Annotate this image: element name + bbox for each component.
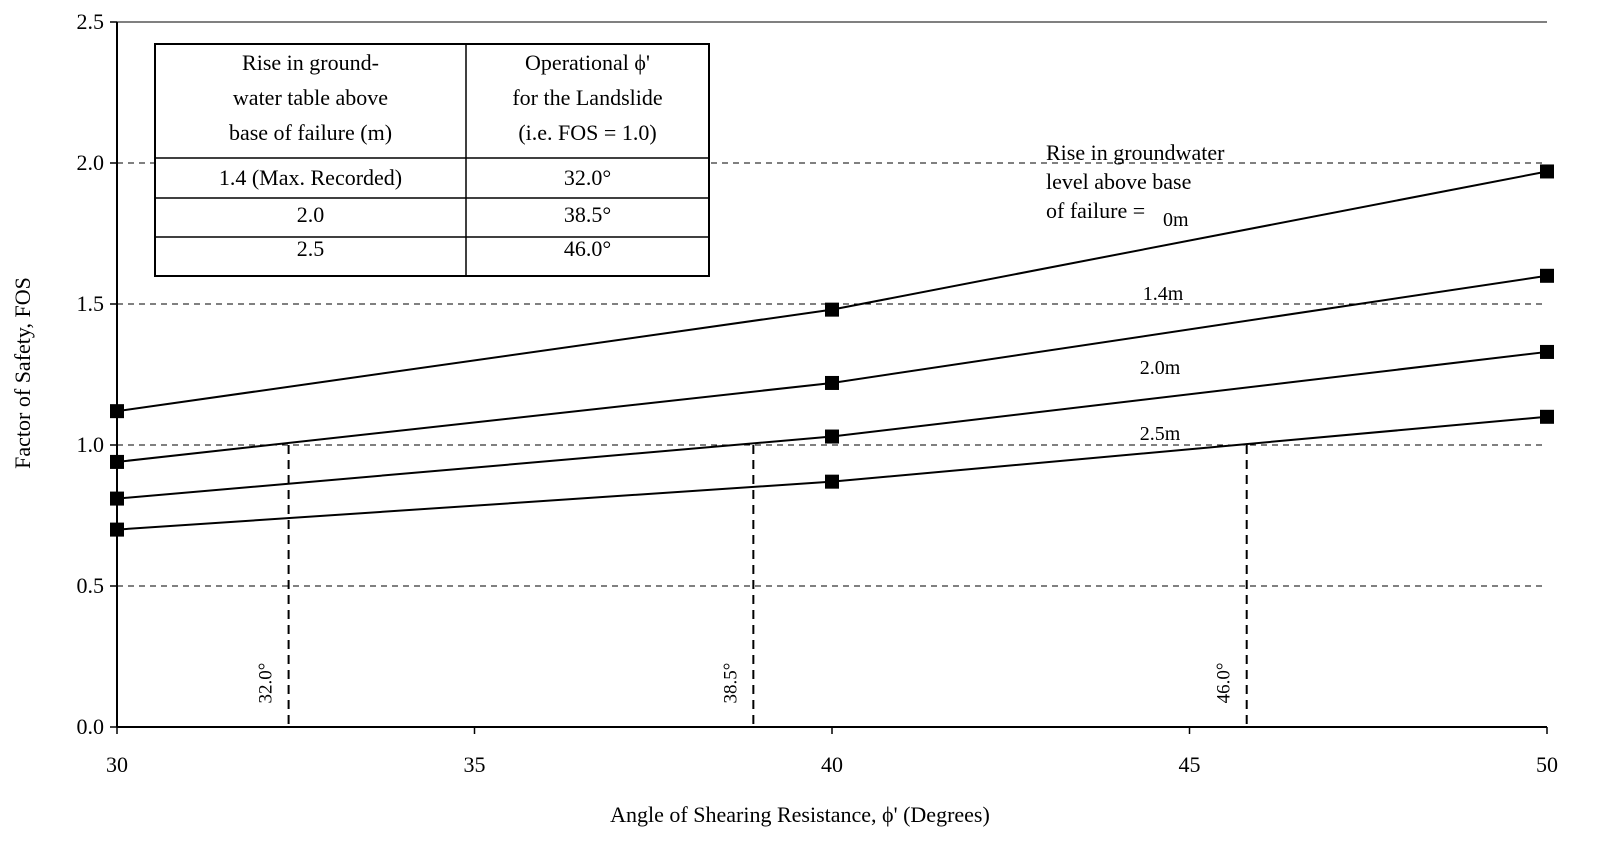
operational-line-label: 32.0° — [256, 663, 277, 704]
data-point — [825, 302, 839, 317]
series-annotation: 0m Rise in groundwater level above base of … — [1046, 140, 1225, 231]
table-header-line: base of failure (m) — [229, 120, 392, 145]
y-tick-label: 0.5 — [77, 573, 105, 598]
x-axis-title: Angle of Shearing Resistance, ϕ' (Degree… — [610, 802, 990, 827]
x-tick-label: 45 — [1179, 752, 1201, 777]
series-label: 1.4m — [1143, 283, 1184, 305]
table-header-line: water table above — [233, 85, 388, 110]
table-border — [154, 43, 710, 277]
data-point — [1540, 268, 1554, 283]
data-point — [1540, 344, 1554, 359]
data-point — [1540, 164, 1554, 179]
table-cell: 1.4 (Max. Recorded) — [219, 165, 402, 190]
data-point — [825, 375, 839, 390]
data-point — [825, 474, 839, 489]
operational-line-label: 38.5° — [720, 663, 741, 704]
operational-angle-lines: 32.0° 38.5° 46.0° — [256, 445, 1248, 727]
data-point — [1540, 409, 1554, 424]
x-tick-label: 40 — [821, 752, 843, 777]
data-point — [825, 429, 839, 444]
series-label: 0m — [1163, 209, 1189, 231]
annotation-line: level above base — [1046, 169, 1191, 194]
annotation-line: Rise in groundwater — [1046, 140, 1225, 165]
table-header-line: Operational ϕ' — [525, 50, 650, 75]
y-tick-label: 1.0 — [77, 432, 105, 457]
table-cell: 2.0 — [297, 202, 325, 227]
y-tick-label: 2.0 — [77, 150, 105, 175]
table-cell: 32.0° — [564, 165, 611, 190]
table-header-line: Rise in ground- — [242, 50, 379, 75]
legend-table: Rise in ground-water table above base of … — [154, 43, 710, 277]
table-cell: 38.5° — [564, 202, 611, 227]
x-tick-label: 35 — [464, 752, 486, 777]
series-label: 2.5m — [1140, 423, 1181, 445]
annotation-line: of failure = — [1046, 198, 1145, 223]
y-axis-title: Factor of Safety, FOS — [10, 277, 35, 469]
x-tick-label: 30 — [106, 752, 128, 777]
y-tick-label: 2.5 — [77, 9, 105, 34]
table-header-line: for the Landslide — [512, 85, 662, 110]
axes: 0.0 0.5 1.0 1.5 2.0 2.5 30 35 40 45 50 — [77, 9, 1559, 777]
table-cell: 46.0° — [564, 236, 611, 261]
table-cell: 2.5 — [297, 236, 325, 261]
y-tick-label: 1.5 — [77, 291, 105, 316]
series-label: 2.0m — [1140, 357, 1181, 379]
series-lines: 1.4m 2.0m 2.5m — [110, 164, 1554, 537]
operational-line-label: 46.0° — [1214, 663, 1235, 704]
y-tick-label: 0.0 — [77, 714, 105, 739]
table-header-line: (i.e. FOS = 1.0) — [518, 120, 656, 145]
x-tick-label: 50 — [1536, 752, 1558, 777]
